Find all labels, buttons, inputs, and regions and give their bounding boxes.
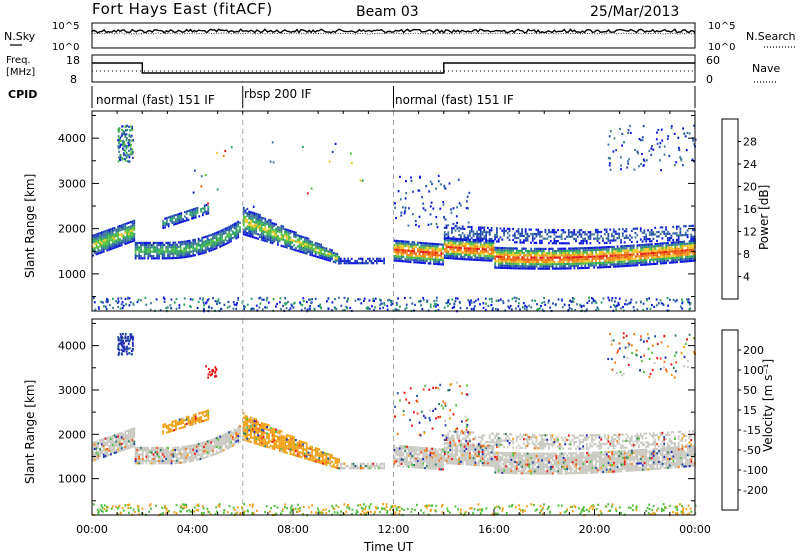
power-colorbar: 4 8 12 16 20 24 28	[721, 118, 757, 300]
date-title: 25/Mar/2013	[590, 4, 679, 20]
power-y-axis-label: Slant Range [km]	[23, 174, 37, 278]
cpid-mode-1: normal (fast) 151 IF	[96, 93, 215, 107]
colorbar-tick-label: 20	[743, 181, 757, 194]
colorbar-tick-label: -100	[743, 464, 768, 477]
colorbar-tick-label: 4	[743, 271, 750, 284]
power-colorbar-label: Power [dB]	[757, 185, 771, 250]
colorbar-frame	[721, 118, 739, 300]
velocity-scatter-far-right	[607, 332, 696, 379]
colorbar-tick-label: 12	[743, 226, 757, 239]
noise-tick-right-bottom: 10^0	[708, 42, 735, 53]
velocity-echo-early	[92, 427, 136, 462]
colorbar-tick-label: 200	[743, 344, 764, 357]
y-tick-label: 1000	[58, 268, 86, 281]
velocity-ground-noise	[92, 503, 697, 517]
noise-panel-frame	[91, 22, 696, 49]
velocity-scatter-mid	[393, 381, 469, 437]
colorbar-tick-label: 50	[743, 384, 757, 397]
freq-tick-right-bottom: 0	[706, 73, 713, 86]
y-tick-label: 2000	[58, 223, 86, 236]
noise-tick-right-top: 10^5	[708, 21, 735, 32]
cpid-mode-2: rbsp 200 IF	[244, 87, 311, 101]
x-axis-ticks: 00:00 04:00 08:00 12:00 16:00 20:00 00:00	[76, 111, 711, 536]
power-y-ticks: 1000 2000 3000 4000	[58, 115, 695, 298]
y-tick-label: 2000	[58, 428, 86, 441]
y-tick-label: 3000	[58, 384, 86, 397]
noise-sky-label: N.Sky	[4, 30, 36, 43]
x-tick-label: 00:00	[679, 523, 711, 536]
power-panel	[92, 111, 697, 313]
colorbar-frame	[721, 329, 739, 511]
freq-trace	[92, 62, 695, 74]
velocity-scatter-red	[205, 365, 218, 379]
power-echo-upper	[162, 204, 210, 229]
power-echo-late	[338, 257, 385, 265]
colorbar-tick-label: -50	[743, 444, 761, 457]
y-tick-label: 4000	[58, 340, 86, 353]
freq-tick-left-top: 18	[66, 54, 80, 67]
y-tick-label: 1000	[58, 473, 86, 486]
colorbar-tick-label: -200	[743, 484, 768, 497]
power-echo-afternoon-upper	[443, 224, 696, 245]
noise-tick-left-bottom: 10^0	[52, 42, 79, 53]
freq-panel-traces	[92, 62, 695, 74]
cpid-mode-3: normal (fast) 151 IF	[395, 93, 514, 107]
x-tick-label: 16:00	[478, 523, 510, 536]
colorbar-tick-label: 8	[743, 248, 750, 261]
noise-panel-traces	[91, 28, 696, 35]
velocity-panel	[92, 319, 697, 517]
velocity-echo-upper	[162, 409, 210, 435]
power-echo-rbsp	[242, 206, 340, 265]
velocity-echo-late	[338, 462, 385, 470]
power-scatter-far-right	[607, 124, 697, 172]
x-tick-label: 12:00	[378, 523, 410, 536]
nave-label: Nave	[752, 62, 780, 75]
colorbar-tick-label: 28	[743, 136, 757, 149]
freq-tick-left-bottom: 8	[70, 73, 77, 86]
velocity-colorbar-label: Velocity [m s⁻¹]	[761, 359, 775, 452]
freq-label-line1: Freq.	[6, 55, 31, 66]
velocity-colorbar: 200 100 50 15 -15 -50 -100 -200	[721, 329, 768, 511]
noise-sky-trace	[91, 28, 696, 34]
power-ground-noise	[92, 296, 692, 313]
power-echo-afternoon	[393, 236, 696, 270]
power-scatter-far	[117, 124, 134, 163]
colorbar-tick-label: 16	[743, 203, 757, 216]
x-axis-label: Time UT	[363, 540, 414, 554]
freq-label-line2: [MHz]	[6, 67, 35, 78]
noise-tick-left-top: 10^5	[52, 21, 79, 32]
velocity-echo-morning	[134, 425, 241, 465]
power-echo-early	[92, 219, 136, 257]
x-tick-label: 00:00	[76, 523, 108, 536]
power-scatter-sparse	[192, 141, 364, 208]
colorbar-tick-label: -15	[743, 424, 761, 437]
y-tick-label: 4000	[58, 132, 86, 145]
colorbar-tick-label: 100	[743, 364, 764, 377]
colorbar-tick-label: 24	[743, 158, 757, 171]
power-panel-frame	[91, 110, 696, 312]
velocity-y-axis-label: Slant Range [km]	[23, 380, 37, 484]
cpid-label: CPID	[8, 88, 37, 101]
velocity-echo-afternoon-upper	[443, 430, 696, 450]
velocity-echo-rbsp	[242, 412, 340, 470]
station-title: Fort Hays East (fitACF)	[92, 0, 273, 18]
colorbar-tick-label: 15	[743, 404, 757, 417]
cpid-row: normal (fast) 151 IF rbsp 200 IF normal …	[91, 86, 696, 108]
velocity-y-ticks: 1000 2000 3000 4000	[58, 322, 695, 502]
beam-title: Beam 03	[356, 4, 419, 20]
x-tick-label: 20:00	[579, 523, 611, 536]
power-echo-morning	[134, 220, 241, 260]
x-tick-label: 08:00	[277, 523, 309, 536]
freq-tick-right-top: 60	[706, 54, 720, 67]
y-tick-label: 3000	[58, 177, 86, 190]
noise-search-label: N.Search	[746, 30, 796, 43]
power-scatter-mid	[394, 174, 471, 229]
freq-panel-frame	[91, 54, 696, 83]
velocity-scatter-far	[117, 332, 134, 356]
x-tick-label: 04:00	[177, 523, 209, 536]
noise-search-trace	[91, 32, 696, 35]
